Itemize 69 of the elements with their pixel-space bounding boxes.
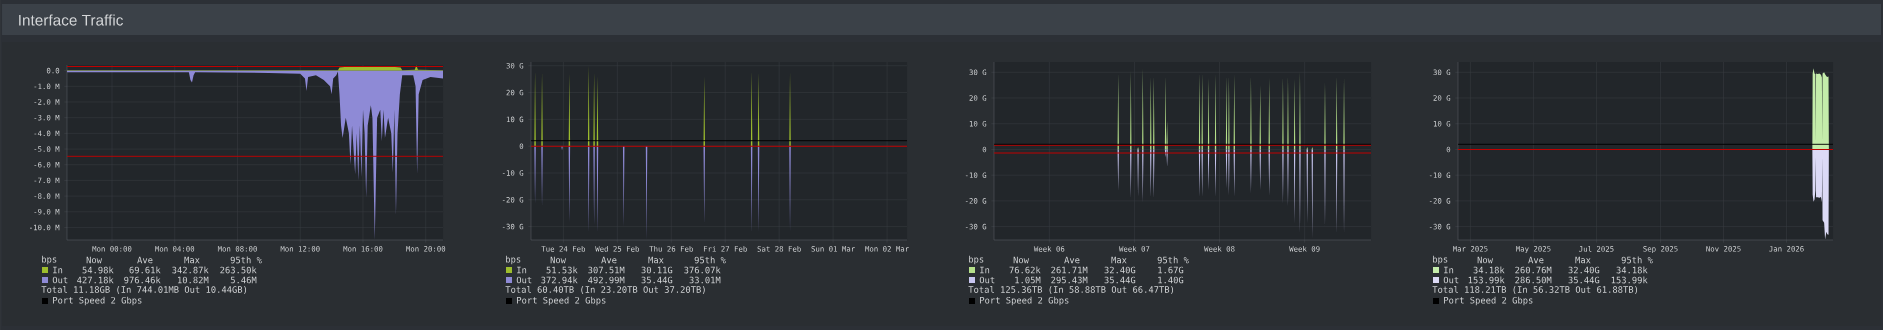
text: Ave [1064,256,1080,264]
text: 95th % [1157,256,1189,264]
text: Ave [601,256,617,264]
text: 34.18k [1473,266,1505,274]
text: 95th % [694,256,726,264]
text: bps [1433,255,1448,265]
legend-label: In [980,266,990,274]
text: Now [1013,256,1029,264]
text: 54.98k [82,266,114,274]
text: 261.71M [1051,266,1088,274]
text: 153.99k [1468,276,1505,284]
legend-label: Out [979,276,995,284]
text: Ave [137,256,153,264]
text: 34.18k [1616,266,1648,274]
legend-label: Port Speed 2 Gbps [517,296,606,306]
text: Max [184,256,200,264]
text: 492.99M [588,276,625,284]
text: 76.62k [1009,266,1041,274]
chart-title: Interface Traffic [19,14,123,26]
text: 1.67G [1158,266,1184,274]
text: 51.53k [546,266,578,274]
text: 32.40G [1568,266,1600,274]
text: Total 125.36TB (In 58.88TB Out 66.47TB) [968,286,1174,294]
text: Max [648,256,664,264]
text: Max [1111,256,1127,264]
text: 30.11G [641,266,673,274]
text: 5.46M [230,276,257,284]
legend-label: In [1444,266,1454,274]
text: Total 118.21TB (In 56.32TB Out 61.88TB) [1432,286,1638,294]
legend-label: In [517,266,527,274]
text: 95th % [230,256,262,264]
text: Ave [1528,256,1544,264]
text: 342.87k [172,266,209,274]
text: 307.51M [588,266,625,274]
text: Port Speed 2 Gbps [53,296,142,306]
text: 10.82M [178,276,209,284]
text: 260.76M [1515,266,1552,274]
text: Max [1575,256,1591,264]
text: Total 60.40TB (In 23.20TB Out 37.20TB) [505,286,705,294]
text: 95th % [1621,256,1653,264]
text: 153.99k [1611,276,1648,284]
text: Now [86,256,102,264]
text: Now [1477,256,1493,264]
text: 1.40G [1158,276,1184,284]
text: bps [42,255,57,265]
legend-label: In [53,266,63,274]
text: 376.07k [684,266,721,274]
text: 263.50k [220,266,257,274]
text: 35.44G [1104,276,1136,284]
text: 69.61k [129,266,161,274]
text: 372.94k [541,276,578,284]
text: 35.44G [641,276,673,284]
text: 32.40G [1104,266,1136,274]
text: 1.05M [1015,276,1041,284]
text: bps [969,255,984,265]
legend-label: Out [52,276,68,284]
legend-label: Out [1443,276,1459,284]
text: 976.46k [124,276,161,284]
text: Total 11.18GB (In 744.01MB Out 10.44GB) [41,286,247,294]
text: 427.18k [77,276,114,284]
text: 286.50M [1515,276,1552,284]
text: 35.44G [1568,276,1600,284]
legend-label: Port Speed 2 Gbps [980,296,1069,306]
text: 33.01M [689,276,721,284]
legend-label: Port Speed 2 Gbps [1444,296,1533,306]
text: bps [506,255,521,265]
legend-label: Out [516,276,532,284]
text: Now [550,256,566,264]
text: 295.43M [1051,276,1088,284]
